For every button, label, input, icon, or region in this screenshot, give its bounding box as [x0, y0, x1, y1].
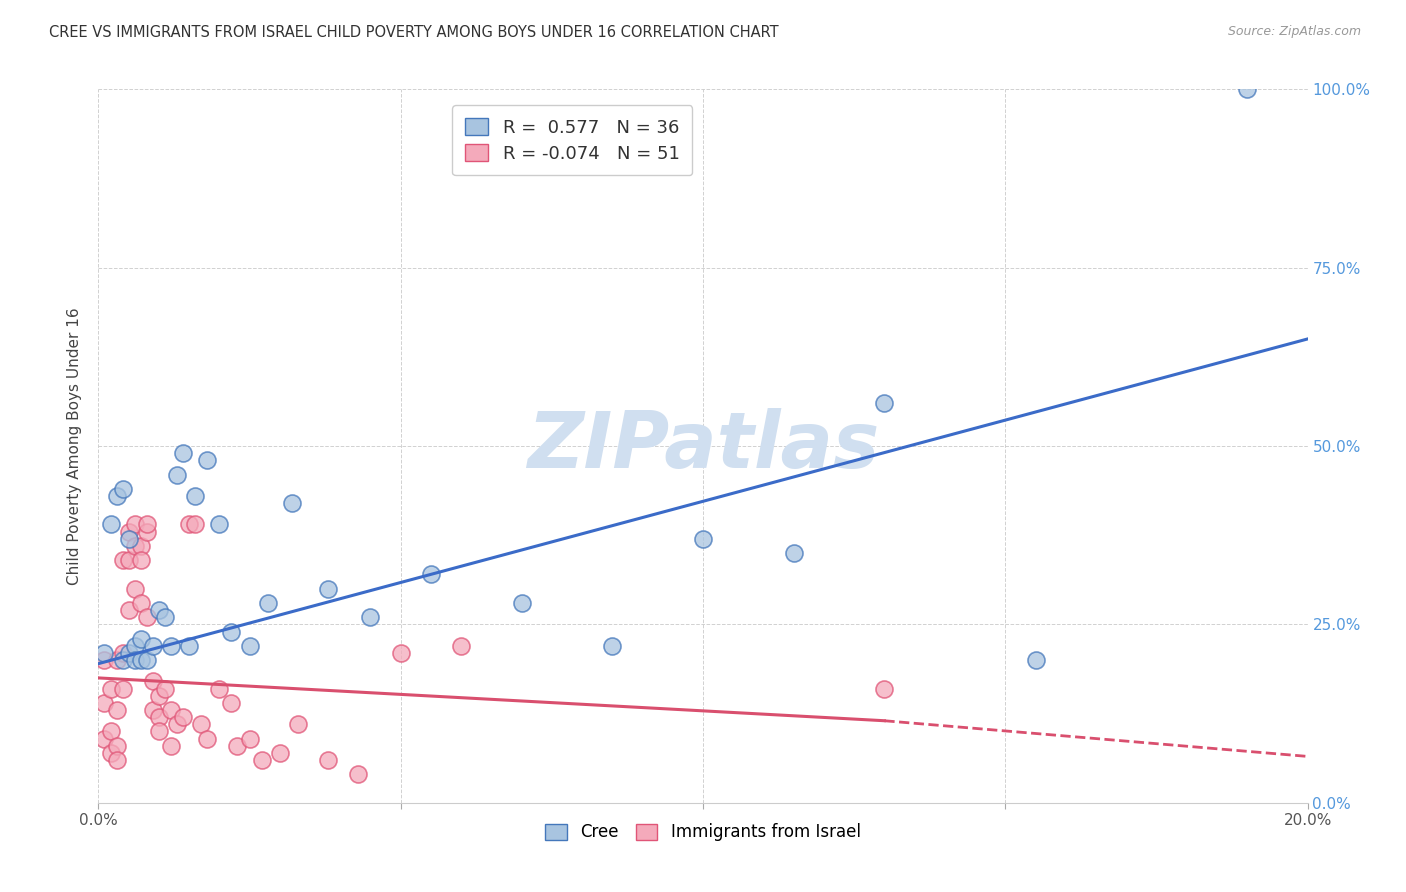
Point — [148, 689, 170, 703]
Point — [105, 703, 128, 717]
Point — [100, 724, 122, 739]
Point — [221, 624, 243, 639]
Point — [195, 453, 218, 467]
Point — [111, 482, 134, 496]
Point — [160, 703, 183, 717]
Point — [250, 753, 273, 767]
Point — [142, 703, 165, 717]
Point — [179, 517, 201, 532]
Legend: Cree, Immigrants from Israel: Cree, Immigrants from Israel — [538, 817, 868, 848]
Point — [281, 496, 304, 510]
Point — [118, 646, 141, 660]
Point — [118, 603, 141, 617]
Point — [208, 517, 231, 532]
Point — [118, 532, 141, 546]
Point — [105, 739, 128, 753]
Point — [105, 653, 128, 667]
Point — [873, 396, 896, 410]
Point — [129, 553, 152, 567]
Text: ZIPatlas: ZIPatlas — [527, 408, 879, 484]
Point — [111, 681, 134, 696]
Point — [195, 731, 218, 746]
Point — [316, 753, 339, 767]
Point — [184, 489, 207, 503]
Point — [124, 582, 146, 596]
Point — [100, 681, 122, 696]
Point — [602, 639, 624, 653]
Point — [124, 517, 146, 532]
Point — [111, 646, 134, 660]
Point — [783, 546, 806, 560]
Point — [269, 746, 291, 760]
Point — [287, 717, 309, 731]
Point — [124, 653, 146, 667]
Point — [239, 731, 262, 746]
Point — [179, 639, 201, 653]
Point — [93, 653, 115, 667]
Point — [135, 524, 157, 539]
Point — [420, 567, 443, 582]
Point — [873, 681, 896, 696]
Point — [124, 639, 146, 653]
Point — [184, 517, 207, 532]
Point — [135, 610, 157, 624]
Point — [148, 724, 170, 739]
Point — [1024, 653, 1046, 667]
Text: Source: ZipAtlas.com: Source: ZipAtlas.com — [1227, 25, 1361, 38]
Point — [153, 610, 176, 624]
Point — [256, 596, 278, 610]
Y-axis label: Child Poverty Among Boys Under 16: Child Poverty Among Boys Under 16 — [67, 307, 83, 585]
Point — [93, 731, 115, 746]
Point — [142, 639, 165, 653]
Point — [221, 696, 243, 710]
Point — [142, 674, 165, 689]
Point — [93, 646, 115, 660]
Point — [172, 710, 194, 724]
Point — [692, 532, 714, 546]
Point — [450, 639, 472, 653]
Point — [129, 596, 152, 610]
Point — [316, 582, 339, 596]
Point — [239, 639, 262, 653]
Point — [190, 717, 212, 731]
Point — [166, 467, 188, 482]
Point — [129, 632, 152, 646]
Point — [510, 596, 533, 610]
Point — [153, 681, 176, 696]
Point — [100, 517, 122, 532]
Point — [111, 653, 134, 667]
Point — [160, 639, 183, 653]
Point — [148, 710, 170, 724]
Point — [389, 646, 412, 660]
Point — [118, 553, 141, 567]
Point — [100, 746, 122, 760]
Point — [347, 767, 370, 781]
Point — [160, 739, 183, 753]
Point — [226, 739, 249, 753]
Point — [118, 524, 141, 539]
Point — [105, 753, 128, 767]
Point — [1236, 82, 1258, 96]
Point — [111, 553, 134, 567]
Point — [124, 539, 146, 553]
Point — [166, 717, 188, 731]
Point — [105, 489, 128, 503]
Point — [208, 681, 231, 696]
Text: CREE VS IMMIGRANTS FROM ISRAEL CHILD POVERTY AMONG BOYS UNDER 16 CORRELATION CHA: CREE VS IMMIGRANTS FROM ISRAEL CHILD POV… — [49, 25, 779, 40]
Point — [135, 517, 157, 532]
Point — [172, 446, 194, 460]
Point — [360, 610, 382, 624]
Point — [135, 653, 157, 667]
Point — [129, 539, 152, 553]
Point — [93, 696, 115, 710]
Point — [129, 653, 152, 667]
Point — [148, 603, 170, 617]
